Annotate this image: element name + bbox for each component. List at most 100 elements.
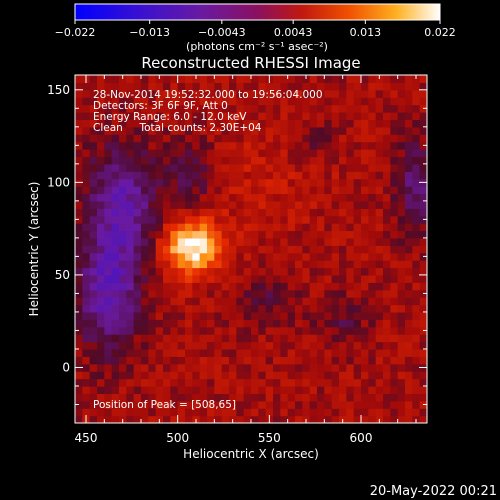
heatmap-cell (192, 378, 201, 387)
heatmap-cell (302, 385, 311, 394)
heatmap-cell (353, 252, 362, 261)
heatmap-cell (163, 186, 171, 195)
heatmap-cell (155, 149, 164, 158)
heatmap-cell (89, 319, 98, 328)
heatmap-cell (214, 334, 223, 343)
heatmap-cell (324, 252, 333, 261)
heatmap-cell (82, 104, 91, 113)
heatmap-cell (82, 126, 91, 135)
heatmap-cell (177, 141, 186, 150)
heatmap-cell (185, 371, 193, 380)
heatmap-cell (265, 378, 274, 387)
heatmap-cell (111, 230, 120, 239)
heatmap-cell (339, 334, 347, 343)
heatmap-cell (295, 89, 303, 98)
heatmap-cell (148, 245, 157, 254)
heatmap-cell (339, 75, 347, 84)
heatmap-cell (317, 186, 325, 195)
heatmap-cell (89, 171, 98, 180)
heatmap-cell (361, 178, 369, 187)
heatmap-cell (236, 75, 245, 84)
heatmap-cell (302, 223, 311, 232)
heatmap-cell (75, 319, 83, 328)
heatmap-cell (155, 97, 164, 106)
heatmap-cell (258, 297, 267, 306)
heatmap-cell (412, 200, 421, 209)
heatmap-cell (104, 186, 113, 195)
heatmap-cell (97, 230, 105, 239)
heatmap-cell (419, 393, 427, 402)
heatmap-cell (368, 230, 377, 239)
heatmap-cell (97, 311, 105, 320)
heatmap-cell (397, 208, 406, 217)
heatmap-cell (221, 223, 230, 232)
heatmap-cell (104, 334, 113, 343)
heatmap-cell (111, 112, 120, 121)
heatmap-cell (287, 260, 296, 269)
heatmap-cell (368, 89, 377, 98)
heatmap-cell (251, 237, 259, 246)
heatmap-cell (419, 408, 427, 417)
heatmap-cell (346, 304, 355, 313)
heatmap-cell (287, 112, 296, 121)
heatmap-cell (361, 104, 369, 113)
heatmap-cell (163, 393, 171, 402)
heatmap-cell (207, 341, 215, 350)
heatmap-cell (353, 393, 362, 402)
heatmap-cell (324, 260, 333, 269)
heatmap-cell (236, 348, 245, 357)
heatmap-cell (309, 215, 318, 224)
heatmap-cell (309, 378, 318, 387)
heatmap-cell (141, 415, 149, 423)
heatmap-cell (251, 356, 259, 365)
heatmap-cell (280, 385, 289, 394)
heatmap-cell (405, 223, 413, 232)
heatmap-cell (111, 348, 120, 357)
heatmap-cell (258, 208, 267, 217)
heatmap-cell (199, 141, 208, 150)
heatmap-cell (148, 356, 157, 365)
heatmap-cell (89, 97, 98, 106)
heatmap-cell (383, 75, 391, 84)
heatmap-cell (339, 245, 347, 254)
heatmap-cell (258, 186, 267, 195)
heatmap-cell (302, 104, 311, 113)
heatmap-cell (104, 304, 113, 313)
heatmap-cell (243, 400, 252, 409)
heatmap-cell (383, 348, 391, 357)
heatmap-cell (214, 126, 223, 135)
heatmap-cell (309, 334, 318, 343)
heatmap-cell (185, 245, 193, 254)
heatmap-cell (375, 282, 384, 291)
heatmap-cell (155, 341, 164, 350)
heatmap-cell (265, 119, 274, 128)
heatmap-cell (229, 348, 237, 357)
heatmap-cell (405, 104, 413, 113)
heatmap-cell (119, 356, 127, 365)
heatmap-cell (104, 178, 113, 187)
heatmap-cell (309, 371, 318, 380)
heatmap-cell (265, 171, 274, 180)
heatmap-cell (163, 208, 171, 217)
heatmap-cell (273, 341, 281, 350)
heatmap-cell (82, 193, 91, 202)
heatmap-cell (273, 82, 281, 91)
heatmap-cell (361, 82, 369, 91)
heatmap-cell (383, 171, 391, 180)
heatmap-cell (89, 223, 98, 232)
heatmap-cell (317, 82, 325, 91)
heatmap-cell (331, 252, 340, 261)
heatmap-cell (317, 75, 325, 84)
heatmap-cell (133, 371, 142, 380)
heatmap-cell (324, 97, 333, 106)
heatmap-cell (302, 304, 311, 313)
heatmap-cell (243, 274, 252, 283)
heatmap-cell (317, 297, 325, 306)
heatmap-cell (383, 400, 391, 409)
heatmap-cell (331, 356, 340, 365)
heatmap-cell (287, 178, 296, 187)
heatmap-cell (199, 341, 208, 350)
heatmap-cell (199, 408, 208, 417)
heatmap-cell (199, 260, 208, 269)
heatmap-cell (148, 400, 157, 409)
